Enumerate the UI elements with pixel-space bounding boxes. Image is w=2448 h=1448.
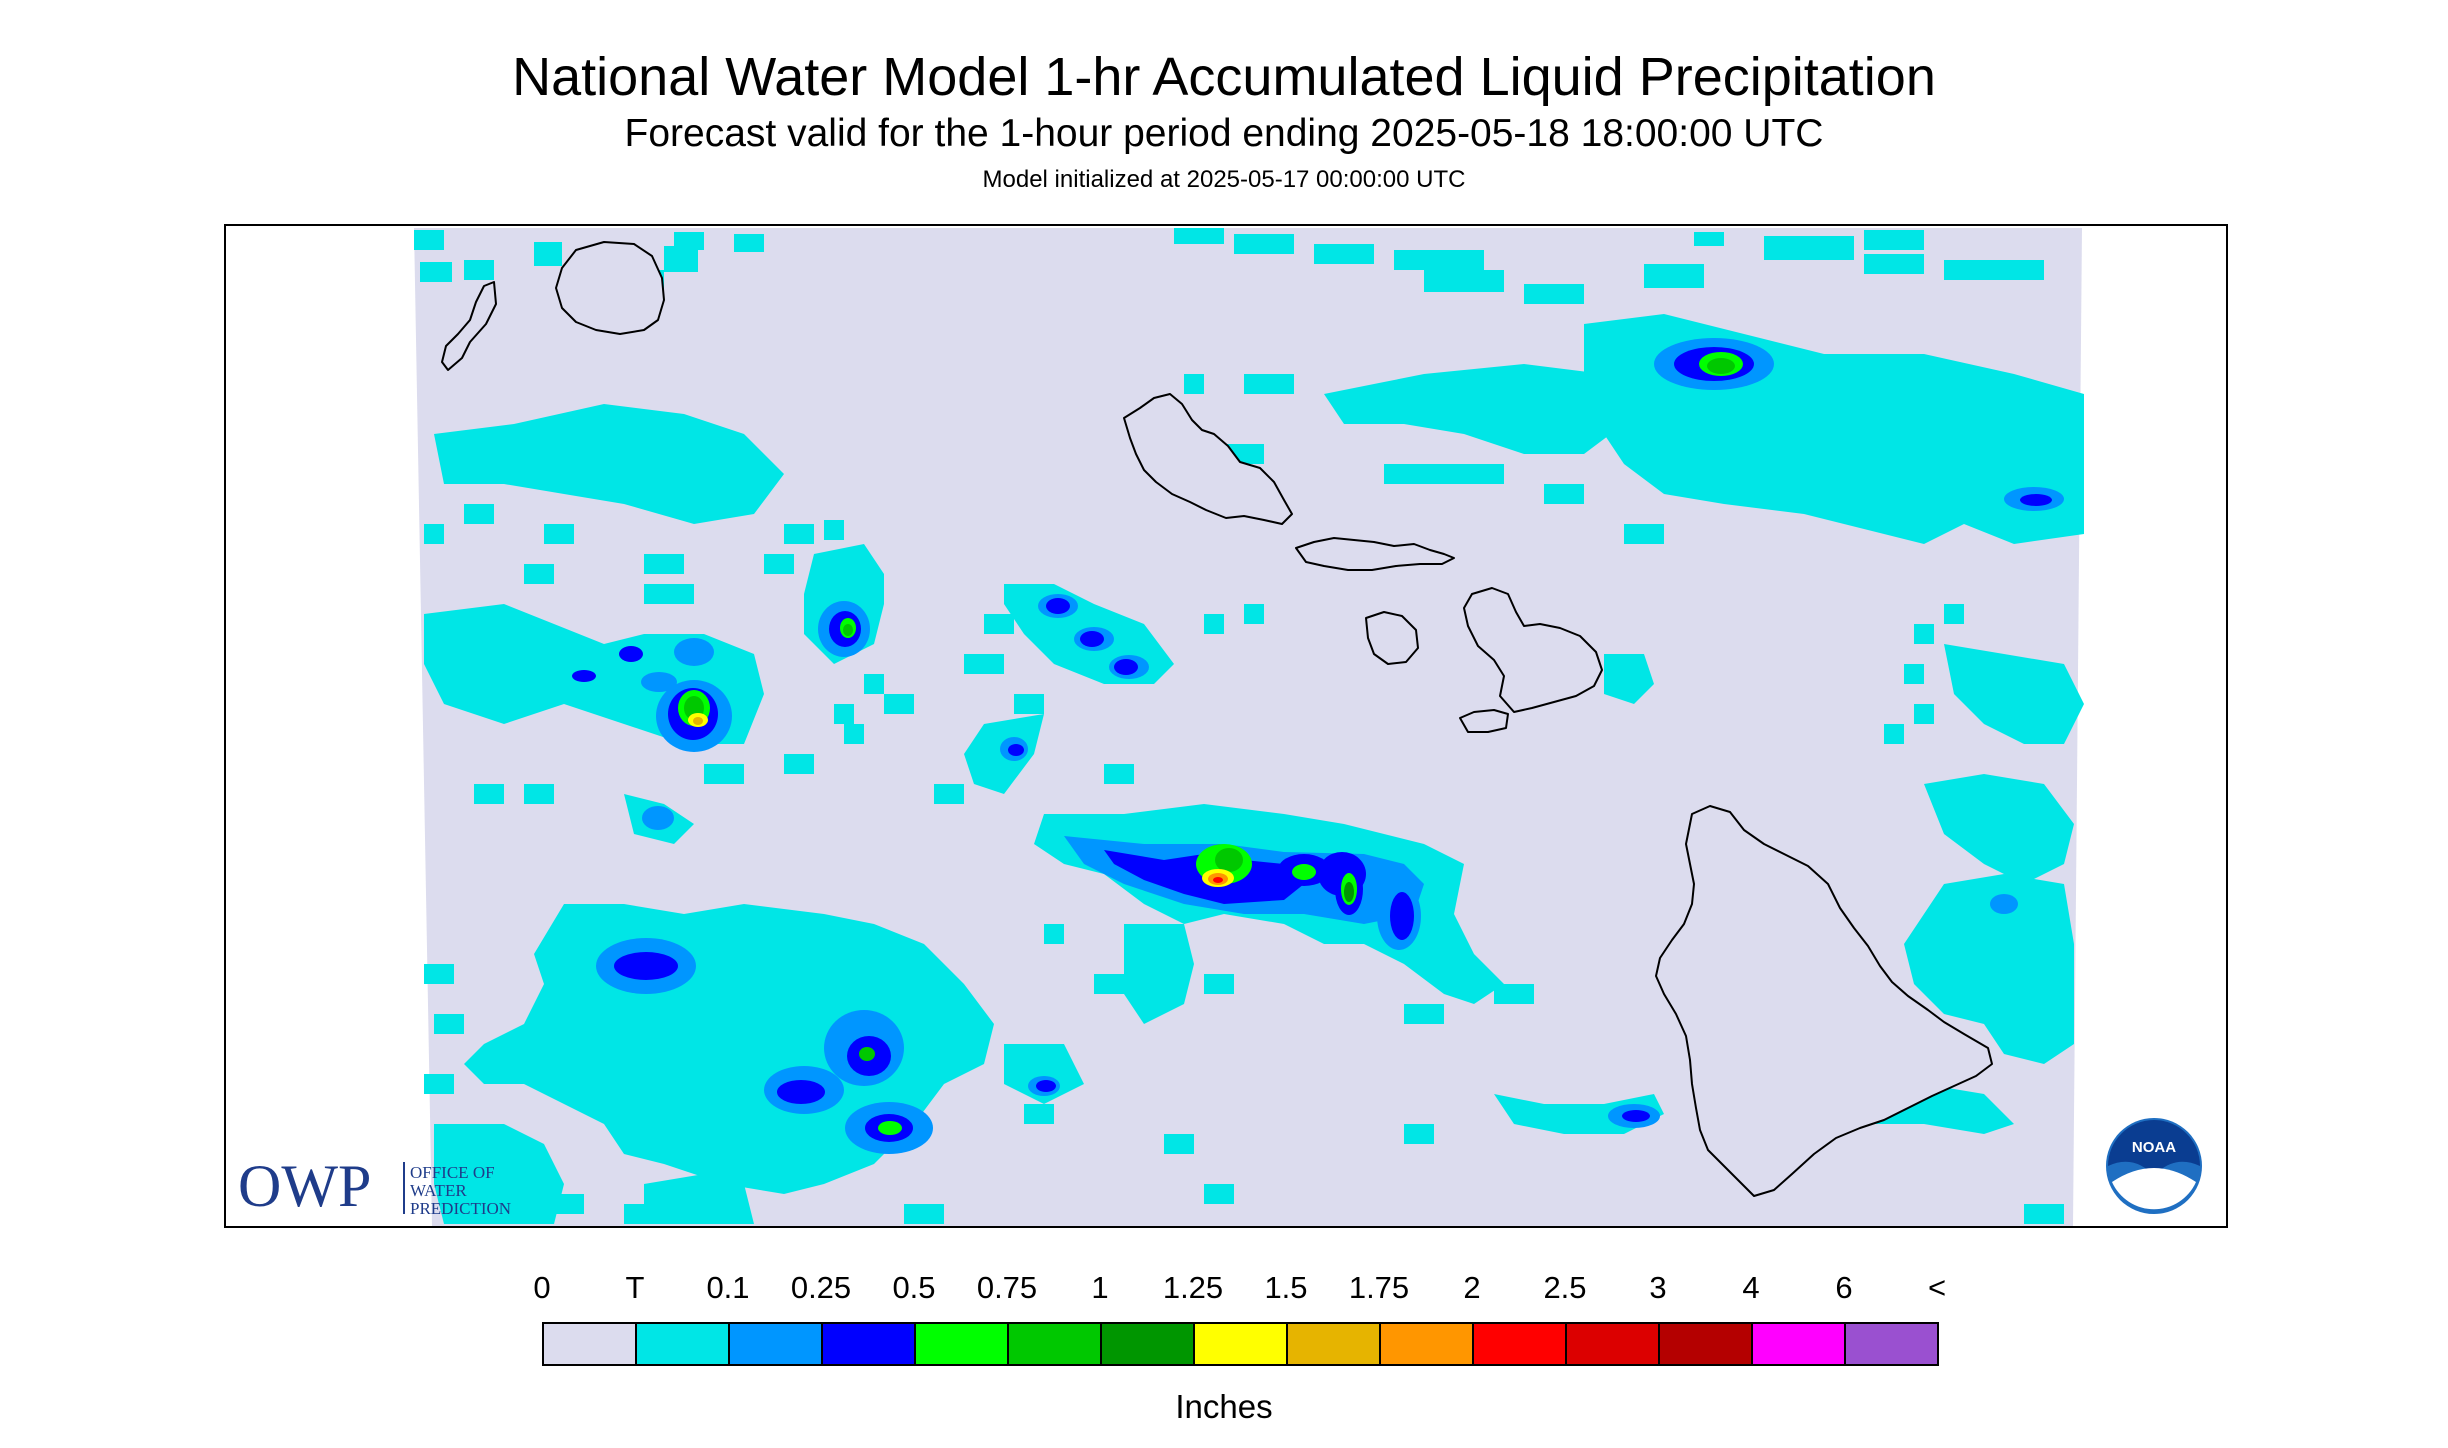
legend-colorbar xyxy=(542,1322,1939,1366)
owp-text-1: OFFICE OF xyxy=(410,1163,495,1182)
legend-label: 2.5 xyxy=(1543,1270,1587,1305)
legend-labels: 0 T 0.1 0.25 0.5 0.75 1 1.25 1.5 1.75 2 2.5 3 4 6 < xyxy=(522,1270,1946,1310)
island-molokai xyxy=(1295,537,1455,571)
owp-mark: OWP xyxy=(238,1153,371,1219)
legend-label: 0.5 xyxy=(892,1270,936,1305)
legend-label: 0.25 xyxy=(790,1270,852,1305)
legend-swatch xyxy=(1660,1324,1753,1364)
island-maui xyxy=(1463,587,1603,713)
legend-swatch xyxy=(916,1324,1009,1364)
legend-swatch xyxy=(1381,1324,1474,1364)
legend-label: 0.75 xyxy=(976,1270,1038,1305)
island-lanai xyxy=(1365,611,1419,665)
island-oahu xyxy=(1123,393,1293,525)
legend-swatch xyxy=(1846,1324,1937,1364)
island-niihau xyxy=(441,281,497,371)
map-title: National Water Model 1-hr Accumulated Li… xyxy=(512,47,1936,107)
legend-label: 0 xyxy=(533,1270,551,1305)
legend-label: < xyxy=(1927,1270,1947,1305)
legend-label: T xyxy=(625,1270,645,1305)
owp-logo: OWP OFFICE OF WATER PREDICTION xyxy=(238,1153,511,1219)
owp-text-3: PREDICTION xyxy=(410,1199,511,1218)
legend-swatch xyxy=(1195,1324,1288,1364)
noaa-text: NOAA xyxy=(2132,1139,2176,1156)
model-init-time: Model initialized at 2025-05-17 00:00:00… xyxy=(982,166,1466,193)
legend-swatch xyxy=(1753,1324,1846,1364)
legend-label: 1 xyxy=(1091,1270,1109,1305)
legend-swatch xyxy=(1567,1324,1660,1364)
legend-swatch xyxy=(544,1324,637,1364)
coastlines xyxy=(441,241,1993,1197)
legend-label: 1.75 xyxy=(1348,1270,1410,1305)
legend-label: 0.1 xyxy=(706,1270,750,1305)
legend-label: 1.25 xyxy=(1162,1270,1224,1305)
island-hawaii xyxy=(1655,805,1993,1197)
legend-swatch xyxy=(1474,1324,1567,1364)
precipitation-map: OWP OFFICE OF WATER PREDICTION NOAA xyxy=(224,224,2228,1228)
legend-label: 4 xyxy=(1742,1270,1760,1305)
legend-label: 2 xyxy=(1463,1270,1481,1305)
island-kauai xyxy=(555,241,665,335)
noaa-logo: NOAA xyxy=(2106,1118,2202,1214)
legend-swatch xyxy=(1009,1324,1102,1364)
legend-label: 6 xyxy=(1835,1270,1853,1305)
legend-swatch xyxy=(823,1324,916,1364)
map-subtitle: Forecast valid for the 1-hour period end… xyxy=(624,112,1824,155)
legend-label: 1.5 xyxy=(1264,1270,1308,1305)
precip-0.5-areas xyxy=(678,352,1743,1135)
legend-label: 3 xyxy=(1649,1270,1667,1305)
legend-units: Inches xyxy=(1175,1388,1273,1425)
legend-swatch xyxy=(1102,1324,1195,1364)
legend-swatch xyxy=(1288,1324,1381,1364)
owp-text-2: WATER xyxy=(410,1181,467,1200)
island-kahoolawe xyxy=(1459,709,1509,733)
legend-swatch xyxy=(637,1324,730,1364)
precip-heavy-cores xyxy=(688,713,1234,887)
legend-swatch xyxy=(730,1324,823,1364)
